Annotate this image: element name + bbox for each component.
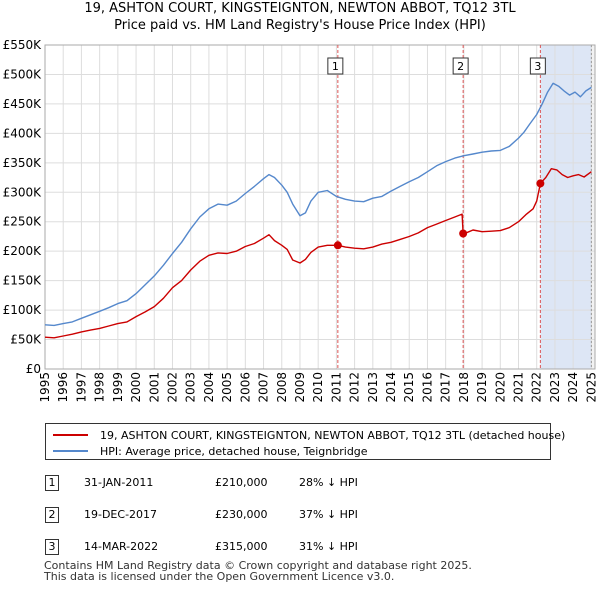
footer-line-1: Contains HM Land Registry data © Crown c…: [44, 559, 472, 572]
title-line-2: Price paid vs. HM Land Registry's House …: [114, 18, 486, 33]
y-tick-label: £550K: [3, 38, 43, 52]
legend-label-hpi: HPI: Average price, detached house, Teig…: [100, 444, 368, 458]
x-tick-label: 2024: [566, 372, 580, 403]
x-tick-label: 2020: [493, 372, 507, 403]
x-tick-label: 2012: [348, 372, 362, 403]
x-tick-label: 2006: [238, 372, 252, 403]
transaction-date: 31-JAN-2011: [84, 476, 154, 489]
sale-point: [536, 179, 545, 188]
x-tick-label: 2007: [257, 372, 271, 403]
transaction-number: 3: [45, 539, 59, 555]
x-tick-label: 2015: [402, 372, 416, 403]
sale-label: 1: [332, 60, 339, 73]
transaction-row: 1 31-JAN-2011 £210,000 28% ↓ HPI: [0, 475, 600, 495]
footer-line-2: This data is licensed under the Open Gov…: [44, 570, 395, 583]
y-tick-label: £100K: [3, 303, 43, 317]
y-tick-label: £150K: [3, 274, 43, 288]
y-tick-label: £350K: [3, 156, 43, 170]
y-tick-label: £200K: [3, 244, 43, 258]
x-tick-label: 1996: [56, 372, 70, 403]
sale-point: [333, 241, 342, 250]
x-tick-label: 2025: [584, 372, 598, 403]
sale-label-box: [452, 57, 469, 75]
transaction-price: £230,000: [215, 508, 268, 521]
transaction-hpi-diff: 28% ↓ HPI: [299, 476, 358, 489]
x-tick-label: 2011: [329, 372, 343, 403]
transaction-date: 14-MAR-2022: [84, 540, 159, 553]
title-line-1: 19, ASHTON COURT, KINGSTEIGNTON, NEWTON …: [84, 1, 516, 16]
chart-title: 19, ASHTON COURT, KINGSTEIGNTON, NEWTON …: [0, 0, 600, 34]
chart-legend: 19, ASHTON COURT, KINGSTEIGNTON, NEWTON …: [45, 423, 565, 460]
sale-point: [459, 229, 468, 238]
transaction-hpi-diff: 37% ↓ HPI: [299, 508, 358, 521]
y-tick-label: £500K: [3, 67, 43, 81]
x-tick-label: 2023: [548, 372, 562, 403]
x-tick-label: 2018: [457, 372, 471, 403]
transaction-price: £210,000: [215, 476, 268, 489]
x-tick-label: 2017: [439, 372, 453, 403]
x-tick-label: 2008: [275, 372, 289, 403]
legend-label-property: 19, ASHTON COURT, KINGSTEIGNTON, NEWTON …: [100, 428, 566, 442]
transaction-hpi-diff: 31% ↓ HPI: [299, 540, 358, 553]
plot-frame: [44, 44, 596, 370]
transaction-date: 19-DEC-2017: [84, 508, 158, 521]
x-tick-label: 2019: [475, 372, 489, 403]
future-band: [591, 45, 595, 369]
transaction-row: 2 19-DEC-2017 £230,000 37% ↓ HPI: [0, 507, 600, 527]
footer-note: Contains HM Land Registry data © Crown c…: [44, 560, 472, 582]
transaction-price: £315,000: [215, 540, 268, 553]
sale-label-box: [529, 57, 546, 75]
legend-swatch-hpi: [53, 450, 88, 452]
y-tick-label: £0: [26, 362, 41, 376]
x-tick-label: 1999: [111, 372, 125, 403]
transaction-number: 1: [45, 475, 59, 491]
x-tick-label: 2022: [530, 372, 544, 403]
sale-label: 2: [457, 60, 464, 73]
x-tick-label: 2000: [129, 372, 143, 403]
x-tick-label: 2004: [202, 372, 216, 403]
x-tick-label: 1997: [74, 372, 88, 403]
x-tick-label: 2002: [165, 372, 179, 403]
transaction-row: 3 14-MAR-2022 £315,000 31% ↓ HPI: [0, 539, 600, 559]
x-tick-label: 2013: [366, 372, 380, 403]
x-tick-label: 1998: [93, 372, 107, 403]
y-tick-label: £450K: [3, 97, 43, 111]
legend-item-hpi: HPI: Average price, detached house, Teig…: [53, 444, 368, 458]
x-tick-label: 2009: [293, 372, 307, 403]
hpi-series-line: [44, 82, 592, 327]
sale-label: 3: [534, 60, 541, 73]
x-tick-label: 2010: [311, 372, 325, 403]
x-tick-label: 1995: [38, 372, 52, 403]
x-tick-label: 2016: [420, 372, 434, 403]
y-tick-label: £250K: [3, 215, 43, 229]
price-chart: £0 £50K £100K £150K £200K £250K £300K £350K £400…: [3, 38, 599, 403]
y-tick-label: £50K: [10, 333, 42, 347]
x-tick-label: 2005: [220, 372, 234, 403]
legend-swatch-property: [53, 434, 88, 436]
post-sale-shade: [540, 45, 592, 369]
sale-label-box: [327, 57, 344, 75]
legend-item-property: 19, ASHTON COURT, KINGSTEIGNTON, NEWTON …: [53, 428, 565, 442]
x-tick-label: 2014: [384, 372, 398, 403]
y-tick-label: £300K: [3, 185, 43, 199]
x-tick-label: 2021: [512, 372, 526, 403]
transaction-number: 2: [45, 507, 59, 523]
y-tick-label: £400K: [3, 126, 43, 140]
x-tick-label: 2001: [147, 372, 161, 403]
x-tick-label: 2003: [184, 372, 198, 403]
